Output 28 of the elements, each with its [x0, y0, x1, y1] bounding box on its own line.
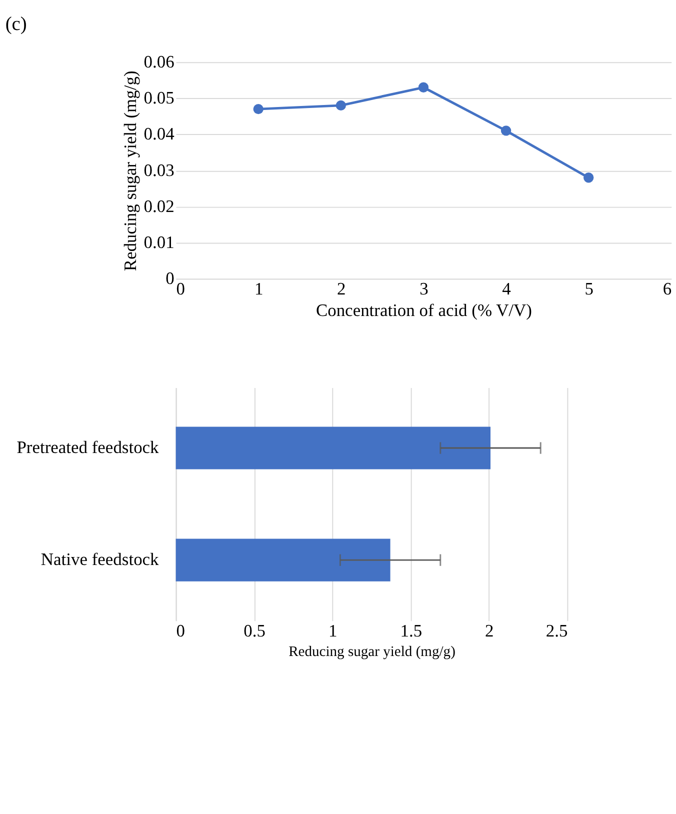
x-tick-label: 2: [485, 620, 494, 641]
x-axis-title: Concentration of acid (% V/V): [316, 300, 532, 320]
x-tick-label: 6: [662, 278, 672, 299]
x-tick-label: 1.5: [400, 620, 422, 641]
x-tick-label: 4: [502, 278, 512, 299]
point: [418, 82, 429, 92]
y-tick-label: 0.06: [144, 51, 175, 72]
point: [583, 172, 594, 183]
point: [336, 100, 346, 111]
y-tick-label: 0.04: [144, 124, 175, 144]
y-tick-label: Native feedstock: [40, 548, 160, 569]
y-axis-title: Reducing sugar yield (mg/g): [120, 70, 140, 272]
y-tick-label: 0.02: [144, 196, 174, 216]
text: (c): [5, 14, 27, 36]
x-tick-label: 2: [337, 278, 346, 299]
y-tick-label: 0.01: [144, 232, 174, 252]
x-tick-label: 1: [254, 278, 264, 299]
x-tick-label: 3: [420, 278, 429, 299]
point: [500, 126, 512, 136]
y-tick-label: Pretreated feedstock: [16, 436, 160, 457]
point: [253, 104, 264, 114]
x-tick-label: 5: [584, 278, 594, 299]
y-tick-label: 0.05: [144, 88, 175, 108]
x-tick-label: 2.5: [546, 620, 568, 641]
x-tick-label: 1: [328, 620, 338, 641]
x-axis-title: Reducing sugar yield (mg/g): [288, 644, 456, 660]
x-tick-label: 0.5: [244, 620, 266, 641]
y-tick-label: 0.03: [144, 160, 175, 180]
